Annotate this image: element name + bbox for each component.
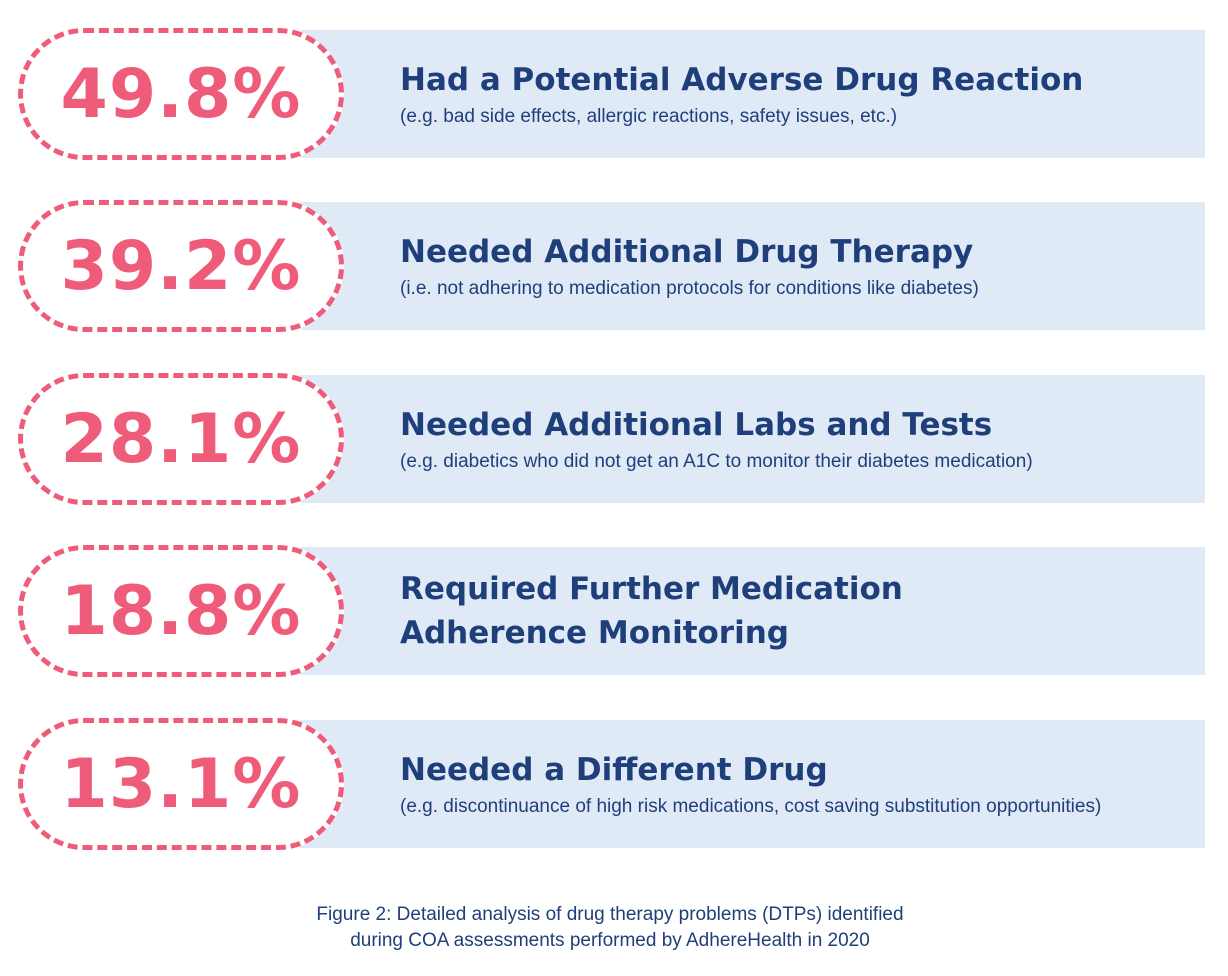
percent-value: 13.1% bbox=[60, 744, 302, 824]
dtp-row: 18.8% Required Further Medication Adhere… bbox=[0, 545, 1228, 677]
percent-pill bbox=[18, 28, 344, 160]
row-text: Needed Additional Drug Therapy (i.e. not… bbox=[400, 202, 1200, 330]
row-title: Needed a Different Drug bbox=[400, 752, 828, 788]
row-subtitle: (e.g. bad side effects, allergic reactio… bbox=[400, 106, 898, 127]
row-text: Needed a Different Drug (e.g. discontinu… bbox=[400, 720, 1200, 848]
row-subtitle: (e.g. diabetics who did not get an A1C t… bbox=[400, 451, 1033, 472]
caption-line-2: during COA assessments performed by Adhe… bbox=[350, 930, 870, 951]
row-title: Needed Additional Drug Therapy bbox=[400, 234, 974, 270]
dtp-row: 13.1% Needed a Different Drug (e.g. disc… bbox=[0, 718, 1228, 850]
row-text: Needed Additional Labs and Tests (e.g. d… bbox=[400, 375, 1200, 503]
row-text: Had a Potential Adverse Drug Reaction (e… bbox=[400, 30, 1200, 158]
figure-caption: Figure 2: Detailed analysis of drug ther… bbox=[0, 902, 1220, 954]
dtp-row: 28.1% Needed Additional Labs and Tests (… bbox=[0, 373, 1228, 505]
percent-pill bbox=[18, 718, 344, 850]
row-subtitle: (e.g. discontinuance of high risk medica… bbox=[400, 796, 1102, 817]
dtp-row: 39.2% Needed Additional Drug Therapy (i.… bbox=[0, 200, 1228, 332]
percent-value: 39.2% bbox=[60, 226, 302, 306]
dtp-figure: 49.8% Had a Potential Adverse Drug React… bbox=[0, 28, 1228, 850]
row-band bbox=[300, 720, 1205, 848]
caption-line-1: Figure 2: Detailed analysis of drug ther… bbox=[316, 904, 904, 925]
row-subtitle: (i.e. not adhering to medication protoco… bbox=[400, 278, 979, 299]
row-title: Had a Potential Adverse Drug Reaction bbox=[400, 62, 1084, 98]
row-band bbox=[300, 202, 1205, 330]
dtp-row: 49.8% Had a Potential Adverse Drug React… bbox=[0, 28, 1228, 160]
row-band bbox=[300, 375, 1205, 503]
row-text: Required Further Medication Adherence Mo… bbox=[400, 547, 1200, 675]
row-band bbox=[300, 30, 1205, 158]
row-band bbox=[300, 547, 1205, 675]
percent-value: 18.8% bbox=[60, 571, 302, 651]
percent-pill bbox=[18, 200, 344, 332]
row-title: Needed Additional Labs and Tests bbox=[400, 407, 993, 443]
percent-pill bbox=[18, 373, 344, 505]
percent-pill bbox=[18, 545, 344, 677]
percent-value: 49.8% bbox=[60, 54, 302, 134]
percent-value: 28.1% bbox=[60, 399, 302, 479]
row-title: Required Further Medication Adherence Mo… bbox=[400, 571, 903, 651]
